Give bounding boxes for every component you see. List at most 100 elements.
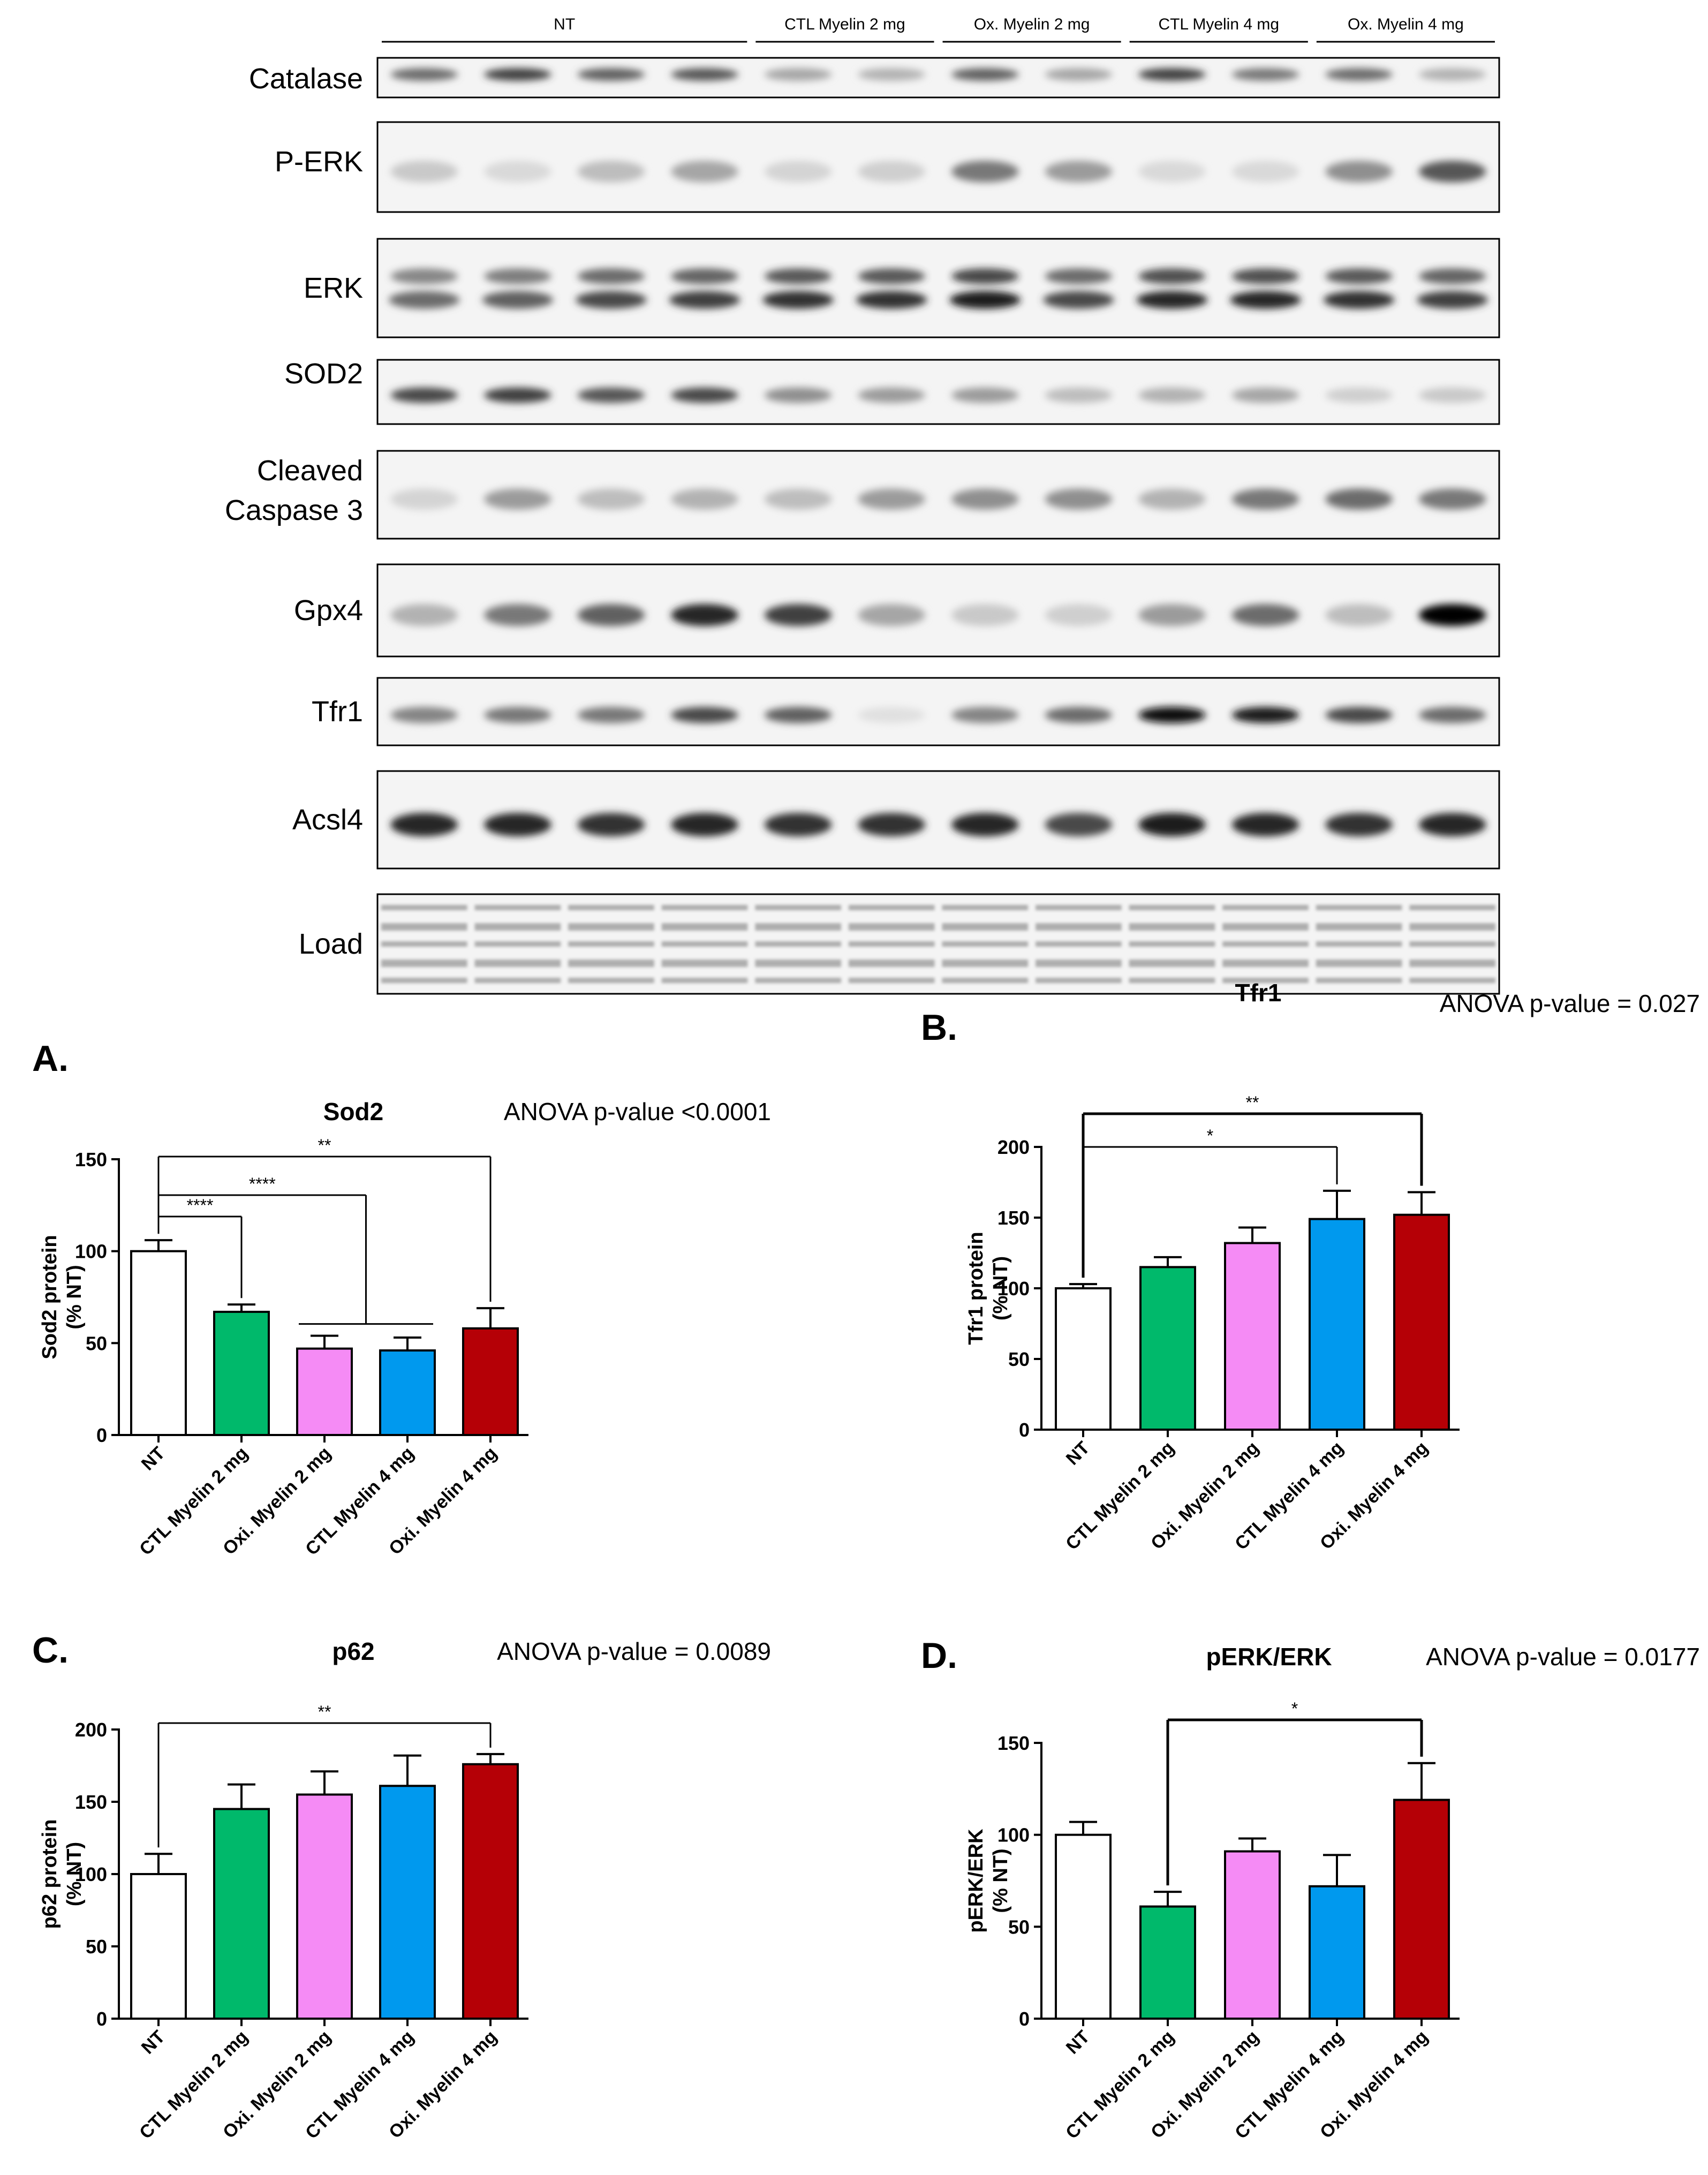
significance-bracket: ****: [157, 1174, 433, 1325]
blot-band: [942, 923, 1029, 931]
significance-bracket: **: [157, 1702, 492, 1848]
y-tick-label: 0: [96, 2008, 107, 2030]
blot-band: [1417, 291, 1488, 309]
blot-band: [568, 923, 654, 931]
blot-band: [474, 978, 561, 983]
blot-band: [951, 813, 1019, 836]
blot-band: [390, 488, 458, 510]
blot-band: [577, 603, 645, 626]
y-axis-label: Sod2 protein: [39, 1235, 61, 1359]
blot-band: [1325, 387, 1393, 403]
blot-band: [848, 923, 935, 931]
blot-band: [949, 291, 1021, 309]
blot-band: [390, 813, 458, 836]
blot-band: [1138, 813, 1206, 836]
blot-band: [755, 978, 841, 983]
blot-band: [1325, 268, 1393, 284]
blot-band: [568, 960, 654, 967]
blot-row-label: Catalase: [249, 63, 363, 95]
blot-band: [661, 905, 748, 910]
bar: [1393, 1213, 1450, 1431]
y-tick-label: 100: [997, 1824, 1030, 1846]
blot-band: [484, 488, 551, 510]
blot-band: [858, 387, 926, 403]
bar: [1055, 1833, 1112, 2020]
blot-band: [1138, 68, 1206, 81]
blot-band: [755, 941, 841, 947]
panel-letter: C.: [32, 1630, 69, 1671]
blot-band: [1043, 291, 1114, 309]
blot-band: [1036, 905, 1122, 910]
blot-band: [1036, 923, 1122, 931]
blot-row: Load: [299, 893, 1500, 995]
blot-band: [1418, 68, 1486, 81]
bar: [1309, 1885, 1365, 2020]
blot-band: [661, 960, 748, 967]
blot-band: [1129, 905, 1215, 910]
chart-title: pERK/ERK: [1206, 1643, 1332, 1671]
blot-band: [1325, 68, 1393, 81]
blot-frame: [376, 121, 1500, 213]
significance-stars: ****: [187, 1196, 214, 1215]
blot-band: [576, 291, 647, 309]
blot-row: Tfr1: [312, 677, 1500, 746]
blot-band: [1316, 960, 1402, 967]
y-tick-label: 50: [1008, 1348, 1030, 1370]
blot-band: [1138, 387, 1206, 403]
lane-group-label: Ox. Myelin 4 mg: [1348, 16, 1464, 33]
blot-row: SOD2: [284, 358, 1500, 425]
y-tick-label: 100: [75, 1241, 107, 1263]
blot-row: Acsl4: [292, 770, 1500, 870]
blot-row-label: Load: [299, 928, 363, 960]
blot-band: [848, 960, 935, 967]
blot-band: [1045, 161, 1113, 183]
bar: [1224, 1242, 1281, 1431]
blot-band: [390, 387, 458, 403]
x-tick-label: NT: [1062, 1438, 1094, 1469]
blot-band: [484, 161, 551, 183]
y-axis-label: (% NT): [63, 1842, 86, 1906]
blot-band: [1036, 941, 1122, 947]
y-tick-label: 0: [96, 1424, 107, 1446]
y-axis-label: pERK/ERK: [965, 1829, 987, 1933]
bar: [1309, 1218, 1365, 1431]
blot-band: [661, 941, 748, 947]
blot-band: [484, 813, 551, 836]
blot-band: [1418, 488, 1486, 510]
blot-band: [764, 387, 832, 403]
blot-band: [1138, 488, 1206, 510]
y-tick-label: 150: [75, 1791, 107, 1813]
blot-frame: [376, 677, 1500, 746]
bar: [1139, 1905, 1196, 2020]
blot-band: [1409, 923, 1496, 931]
bar: [1393, 1799, 1450, 2020]
blot-band: [1316, 923, 1402, 931]
blot-band: [1222, 941, 1309, 947]
blot-band: [484, 603, 551, 626]
chart-title: p62: [332, 1637, 374, 1665]
blot-band: [858, 707, 926, 723]
bar: [1224, 1850, 1281, 2020]
blot-band: [1222, 905, 1309, 910]
y-tick-label: 200: [997, 1136, 1030, 1158]
lane-group-label: NT: [554, 16, 575, 33]
blot-band: [951, 603, 1019, 626]
blot-band: [1231, 268, 1299, 284]
x-tick-label: NT: [138, 2027, 169, 2058]
chart-panel-b: B. Tfr1 ANOVA p-value = 0.027 0 50 100 150 200 T…: [921, 979, 1700, 1554]
blot-band: [381, 978, 467, 983]
panel-letter: A.: [32, 1038, 69, 1079]
blot-band: [1418, 161, 1486, 183]
blot-row: Catalase: [249, 57, 1500, 99]
significance-bracket: **: [1082, 1093, 1423, 1278]
blot-band: [1418, 603, 1486, 626]
blot-band: [1231, 603, 1299, 626]
blot-band: [388, 291, 460, 309]
blot-band: [1045, 603, 1113, 626]
blot-frame: [376, 770, 1500, 870]
blot-band: [577, 707, 645, 723]
blot-band: [848, 978, 935, 983]
blot-band: [1045, 68, 1113, 81]
blot-band: [755, 923, 841, 931]
bar: [130, 1250, 187, 1437]
